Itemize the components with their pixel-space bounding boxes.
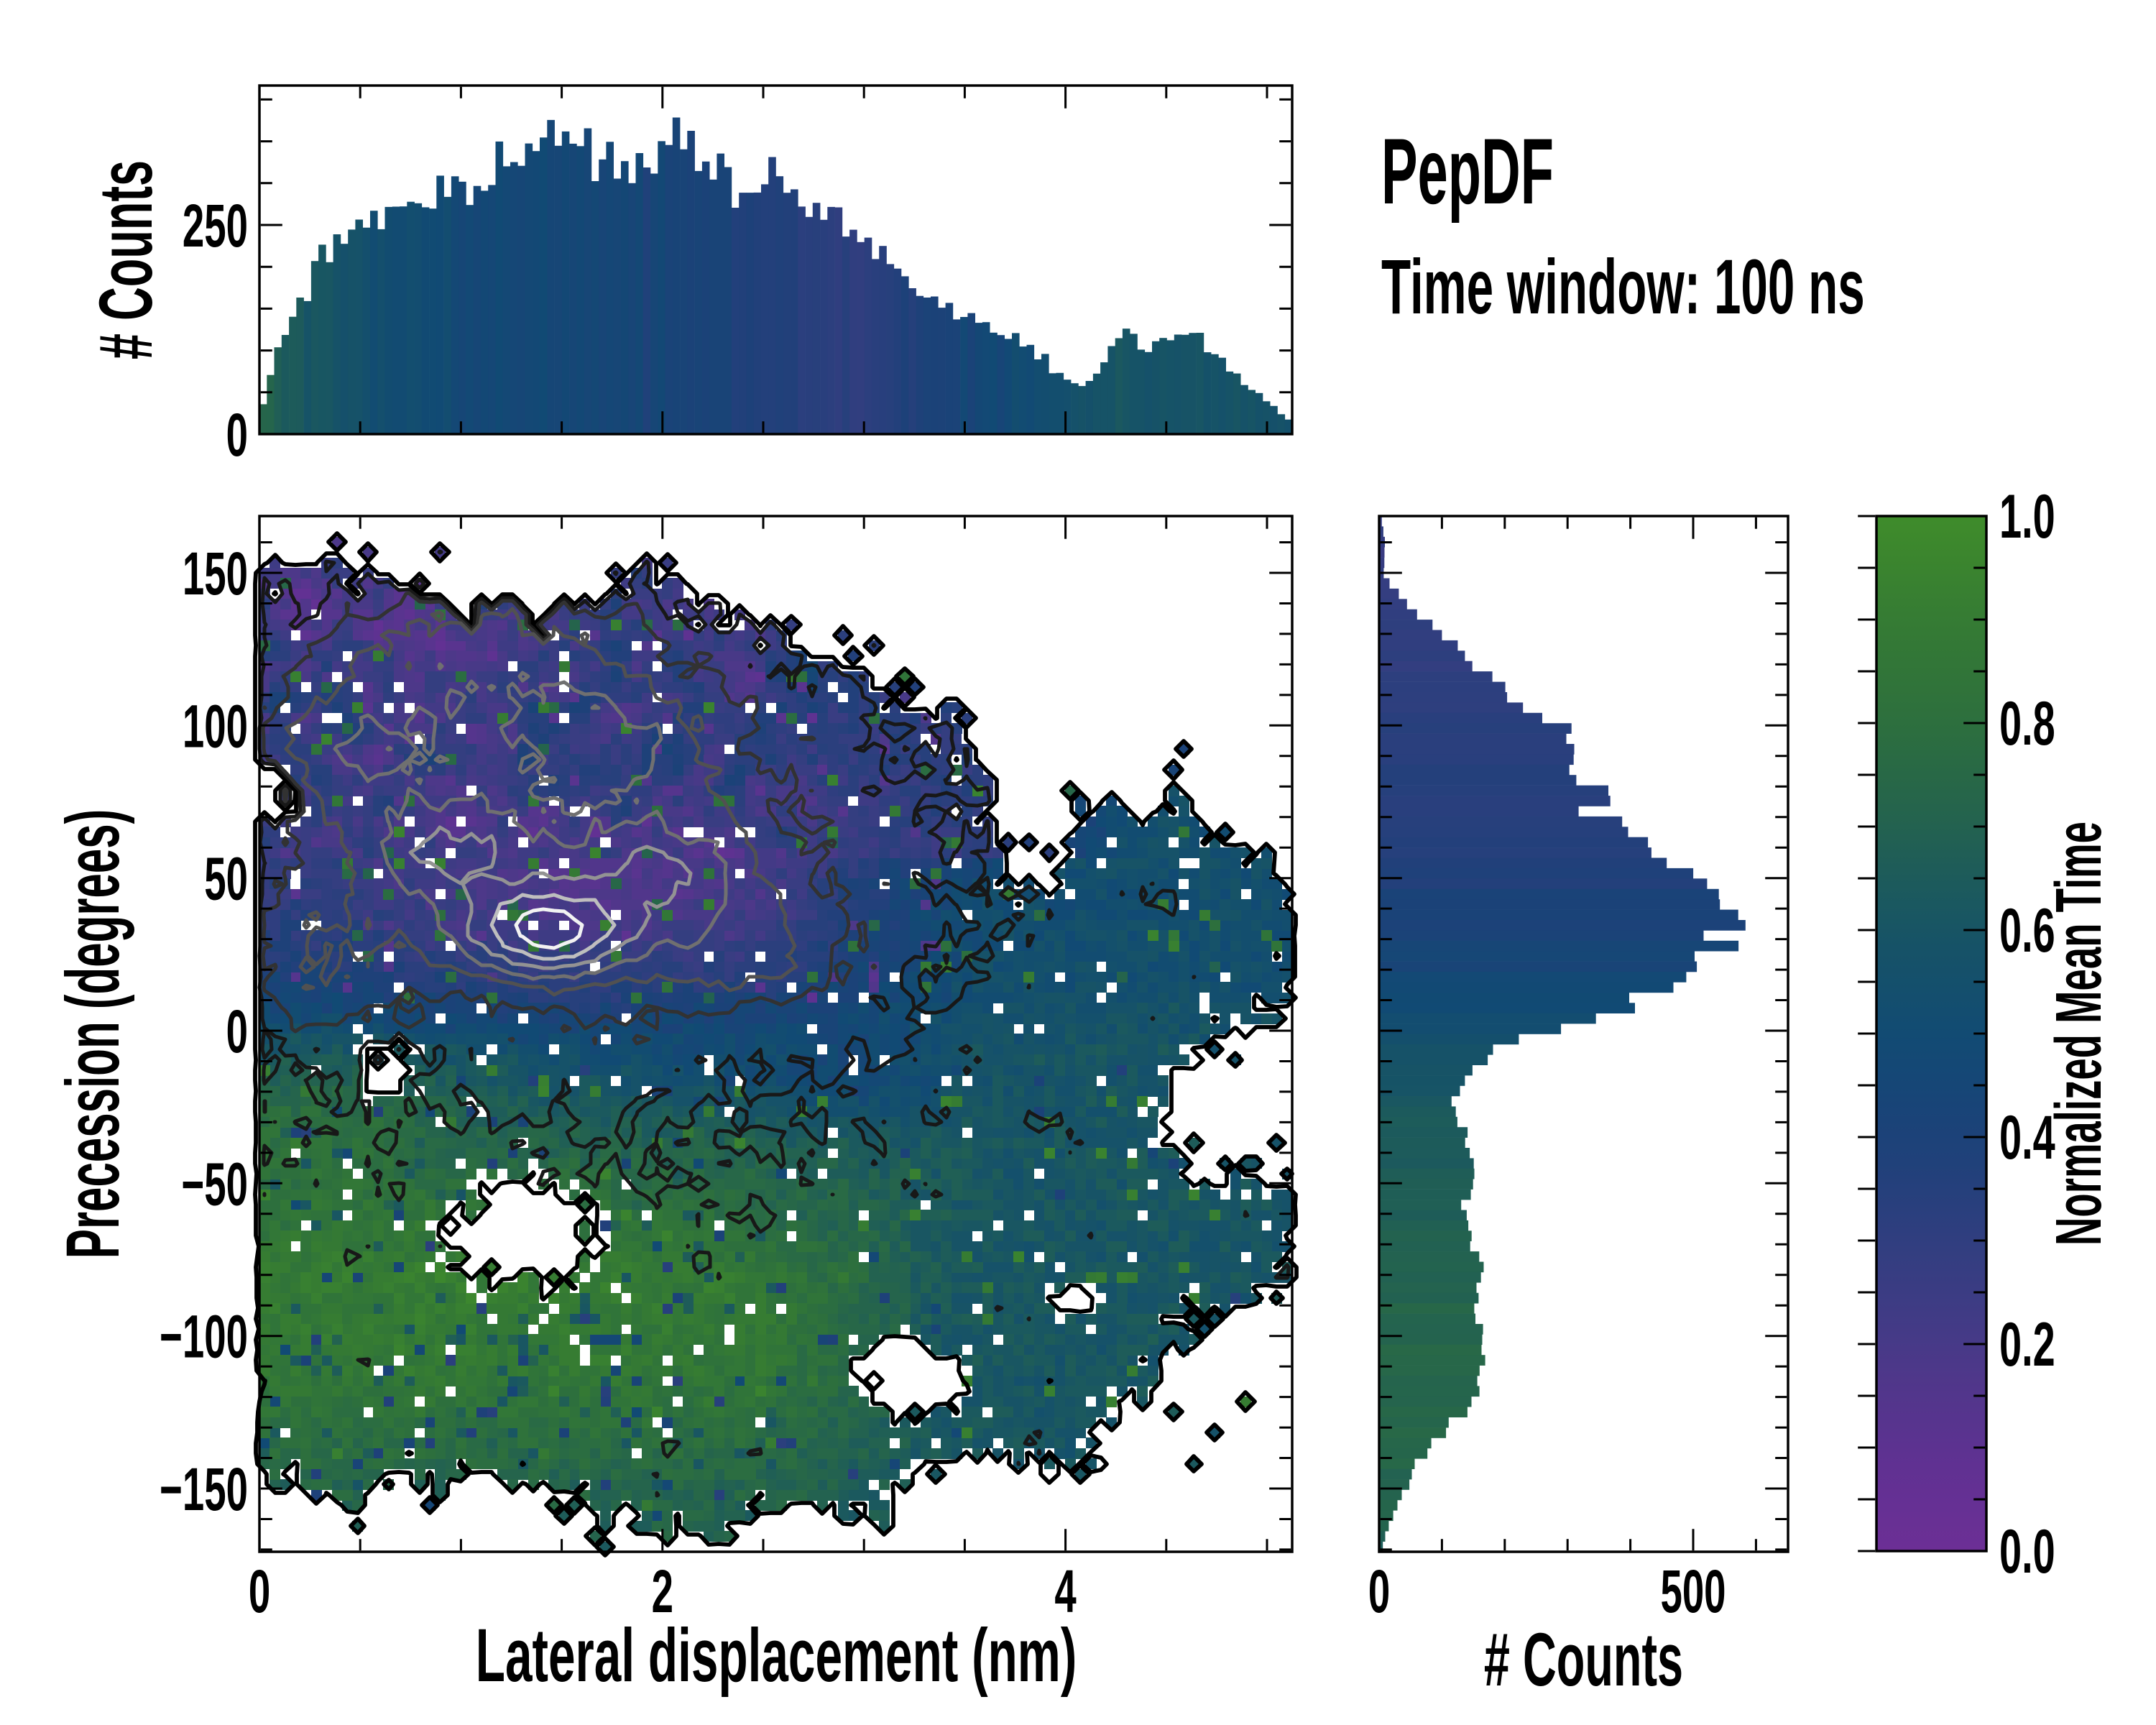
svg-text:0.6: 0.6 [1999,896,2055,965]
svg-text:−50: −50 [181,1151,248,1219]
svg-text:2: 2 [652,1558,673,1626]
svg-text:0.0: 0.0 [1999,1517,2055,1586]
svg-text:−100: −100 [160,1304,248,1371]
svg-text:# Counts: # Counts [84,160,168,359]
svg-text:Precession (degrees): Precession (degrees) [51,809,135,1259]
svg-text:0.8: 0.8 [1999,689,2055,758]
svg-text:100: 100 [183,694,248,761]
svg-text:500: 500 [1660,1558,1726,1626]
svg-text:250: 250 [183,193,248,260]
svg-text:1.0: 1.0 [1999,482,2055,551]
svg-text:Normalized Mean Time: Normalized Mean Time [2042,822,2114,1246]
svg-text:50: 50 [204,846,248,914]
svg-text:0: 0 [226,402,248,469]
svg-text:0.4: 0.4 [1999,1103,2055,1172]
svg-text:0: 0 [249,1558,270,1626]
svg-text:0.2: 0.2 [1999,1310,2055,1379]
svg-text:Time window: 100 ns: Time window: 100 ns [1381,244,1865,331]
svg-text:4: 4 [1054,1558,1077,1626]
svg-text:# Counts: # Counts [1484,1618,1683,1702]
svg-text:150: 150 [183,540,248,608]
svg-text:PepDF: PepDF [1381,119,1554,224]
svg-text:Lateral displacement (nm): Lateral displacement (nm) [476,1613,1077,1698]
svg-text:−150: −150 [160,1456,248,1524]
svg-text:0: 0 [226,998,248,1066]
svg-text:0: 0 [1368,1558,1390,1626]
